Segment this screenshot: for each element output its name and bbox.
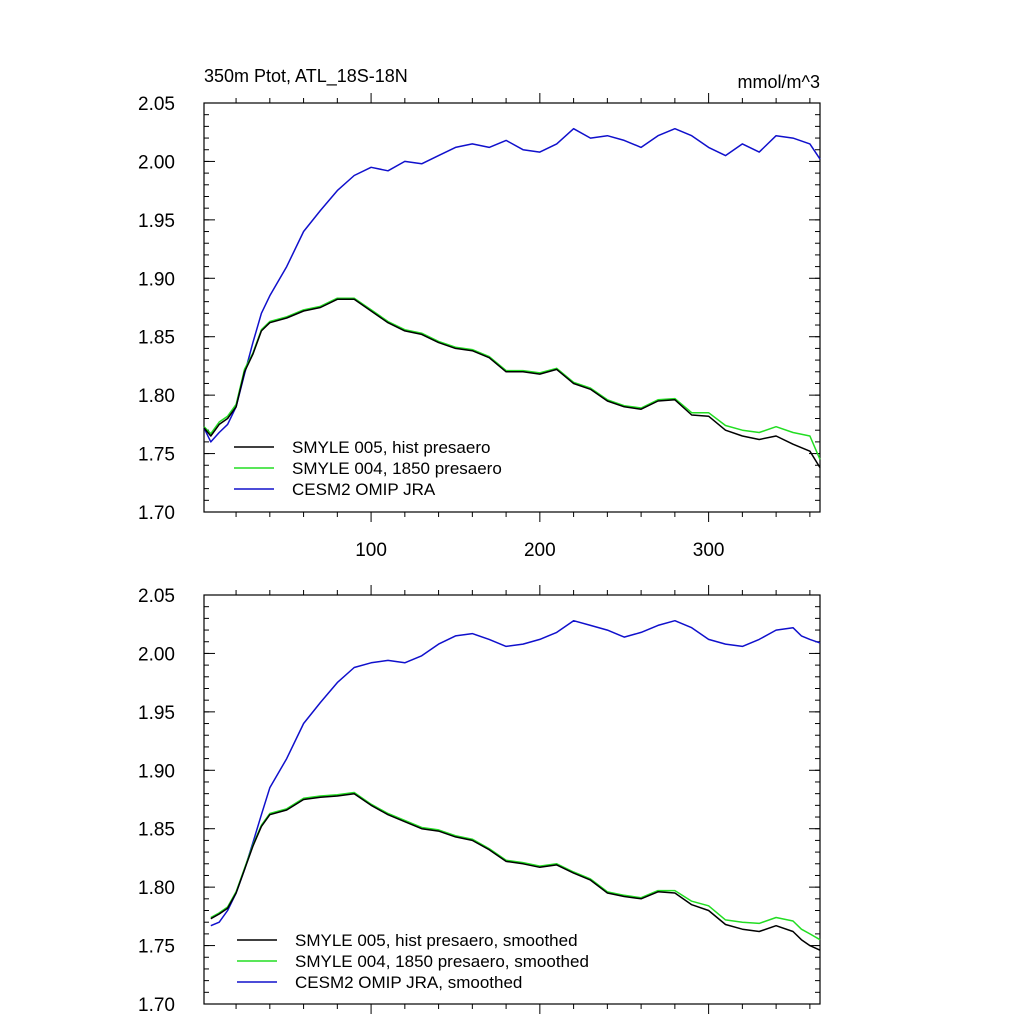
top-series xyxy=(203,127,821,468)
bottom-ticks: 1.70 1.75 1.80 1.85 1.90 1.95 2.00 2.05 xyxy=(138,585,820,1016)
bottom-series-hist xyxy=(210,792,821,951)
top-ytick-label: 1.80 xyxy=(138,386,175,407)
bottom-series-c1850 xyxy=(210,791,821,941)
bottom-panel: 1.70 1.75 1.80 1.85 1.90 1.95 2.00 2.05 SMYLE 0… xyxy=(138,585,821,1016)
top-ytick-label: 1.85 xyxy=(138,328,175,349)
top-ytick-label: 1.90 xyxy=(138,269,175,290)
bottom-ytick-label: 1.80 xyxy=(138,878,175,899)
top-ytick-label: 2.05 xyxy=(138,94,175,115)
top-series-hist xyxy=(203,298,821,468)
top-ytick-label: 1.70 xyxy=(138,503,175,524)
top-ytick-label: 2.00 xyxy=(138,152,175,173)
top-legend-label-c1850: SMYLE 004, 1850 presaero xyxy=(292,459,502,478)
top-legend: SMYLE 005, hist presaero SMYLE 004, 1850 … xyxy=(234,438,502,499)
bottom-ytick-label: 1.90 xyxy=(138,761,175,782)
units-label: mmol/m^3 xyxy=(738,72,820,92)
top-series-c1850 xyxy=(203,297,821,460)
top-legend-label-omip: CESM2 OMIP JRA xyxy=(292,480,436,499)
chart-title: 350m Ptot, ATL_18S-18N xyxy=(204,66,408,87)
top-xtick-label: 200 xyxy=(524,540,556,561)
top-ticks: 1.70 1.75 1.80 1.85 1.90 1.95 2.00 2.05 100 200 30… xyxy=(138,93,820,561)
bottom-legend-label-hist: SMYLE 005, hist presaero, smoothed xyxy=(295,931,578,950)
bottom-ytick-label: 1.85 xyxy=(138,820,175,841)
top-ytick-label: 1.75 xyxy=(138,445,175,466)
bottom-ytick-label: 1.95 xyxy=(138,703,175,724)
bottom-ytick-label: 1.70 xyxy=(138,995,175,1016)
bottom-legend: SMYLE 005, hist presaero, smoothed SMYLE … xyxy=(237,931,589,992)
bottom-series-omip xyxy=(210,619,821,927)
top-panel: 1.70 1.75 1.80 1.85 1.90 1.95 2.00 2.05 100 200 30… xyxy=(138,93,821,561)
bottom-ytick-label: 2.05 xyxy=(138,586,175,607)
top-xtick-label: 300 xyxy=(693,540,725,561)
bottom-ytick-label: 1.75 xyxy=(138,937,175,958)
top-series-omip xyxy=(203,127,821,443)
bottom-legend-label-omip: CESM2 OMIP JRA, smoothed xyxy=(295,973,522,992)
bottom-series xyxy=(210,619,821,951)
top-xtick-label: 100 xyxy=(355,540,387,561)
bottom-plot-frame xyxy=(203,594,821,1005)
top-ytick-label: 1.95 xyxy=(138,211,175,232)
bottom-ytick-label: 2.00 xyxy=(138,644,175,665)
top-plot-frame xyxy=(203,102,821,513)
bottom-legend-label-c1850: SMYLE 004, 1850 presaero, smoothed xyxy=(295,952,589,971)
top-legend-label-hist: SMYLE 005, hist presaero xyxy=(292,438,490,457)
